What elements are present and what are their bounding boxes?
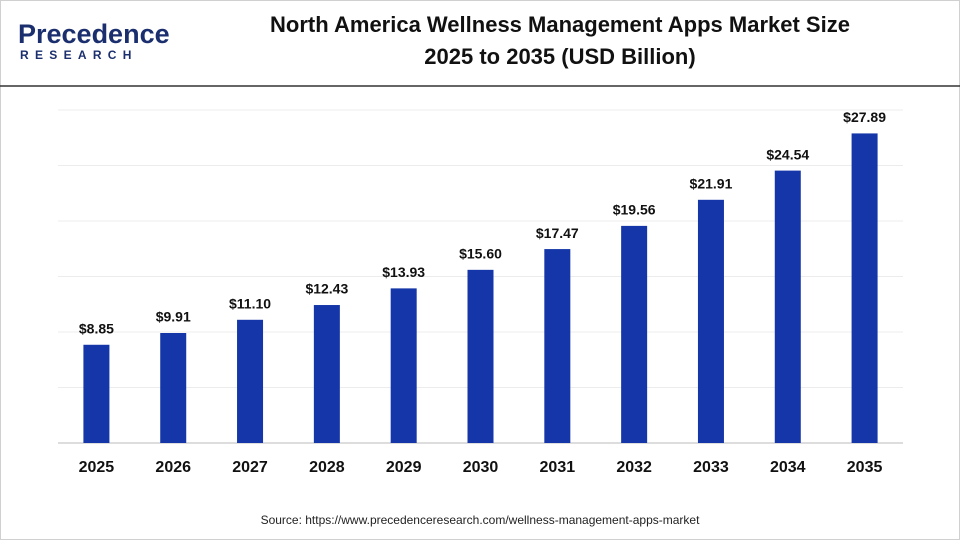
value-label: $11.10 xyxy=(229,295,271,311)
logo-name: Precedence xyxy=(18,19,170,49)
value-label: $12.43 xyxy=(305,281,348,297)
bar xyxy=(774,170,801,443)
bar xyxy=(467,269,494,443)
bar xyxy=(851,133,878,443)
x-tick-label: 2031 xyxy=(540,459,576,476)
x-tick-label: 2028 xyxy=(309,459,345,476)
value-label: $17.47 xyxy=(536,225,579,241)
bar xyxy=(83,344,110,443)
bar xyxy=(390,288,417,443)
bar xyxy=(544,249,571,443)
x-tick-label: 2027 xyxy=(232,459,268,476)
chart-title: North America Wellness Management Apps M… xyxy=(270,12,850,37)
value-label: $19.56 xyxy=(613,202,656,218)
bar xyxy=(237,319,264,443)
bar xyxy=(160,332,187,443)
value-label: $24.54 xyxy=(766,146,809,162)
x-tick-label: 2033 xyxy=(693,459,729,476)
bar xyxy=(313,305,340,443)
bar xyxy=(697,199,724,443)
x-tick-label: 2025 xyxy=(79,459,115,476)
x-tick-label: 2034 xyxy=(770,459,806,476)
x-tick-label: 2035 xyxy=(847,459,883,476)
x-tick-label: 2032 xyxy=(616,459,652,476)
x-tick-label: 2029 xyxy=(386,459,422,476)
chart-subtitle: 2025 to 2035 (USD Billion) xyxy=(424,44,695,69)
logo-sub: RESEARCH xyxy=(20,48,138,62)
value-label: $13.93 xyxy=(382,264,425,280)
x-tick-label: 2026 xyxy=(155,459,191,476)
value-label: $27.89 xyxy=(843,109,886,125)
value-label: $8.85 xyxy=(79,320,114,336)
value-label: $15.60 xyxy=(459,246,502,262)
bar xyxy=(621,225,648,443)
value-label: $21.91 xyxy=(690,176,733,192)
source: Source: https://www.precedenceresearch.c… xyxy=(261,513,701,527)
value-label: $9.91 xyxy=(156,309,191,325)
x-tick-label: 2030 xyxy=(463,459,499,476)
